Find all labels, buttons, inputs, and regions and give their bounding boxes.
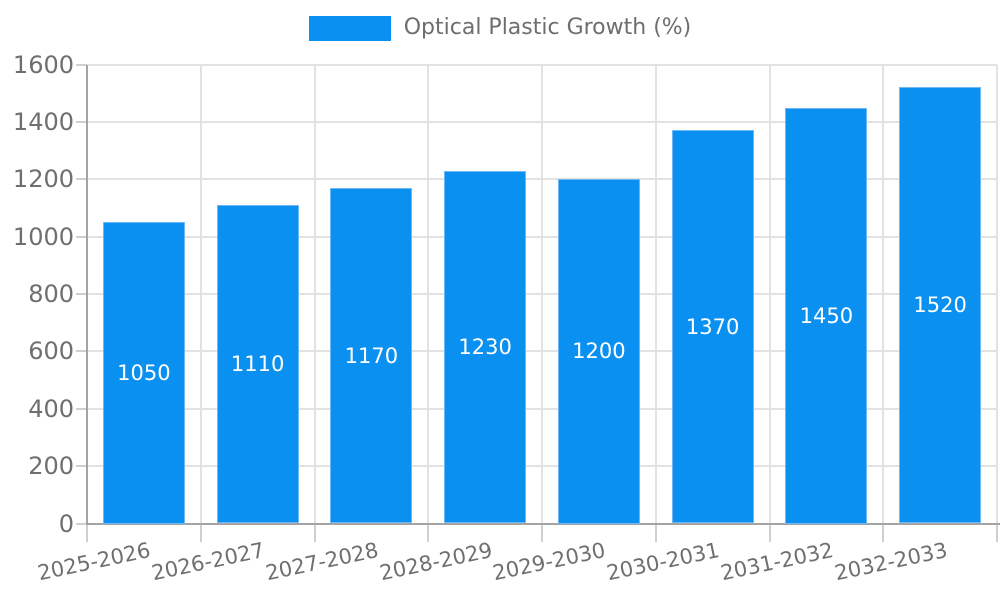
- x-axis-label: 2025-2026: [35, 538, 153, 586]
- x-axis-label: 2032-2033: [832, 538, 950, 586]
- y-tick: [76, 350, 87, 353]
- x-axis-label: 2031-2032: [718, 538, 836, 586]
- y-axis-label: 600: [28, 337, 74, 366]
- x-axis-label: 2028-2029: [377, 538, 495, 586]
- y-tick: [76, 120, 87, 123]
- bar[interactable]: [216, 205, 299, 524]
- bar[interactable]: [330, 187, 413, 524]
- legend-swatch: [308, 15, 391, 41]
- x-tick: [313, 523, 316, 542]
- y-tick: [76, 465, 87, 468]
- y-tick: [76, 293, 87, 295]
- x-gridline: [541, 64, 543, 524]
- x-tick: [86, 523, 88, 542]
- y-axis-label: 1600: [12, 50, 74, 79]
- bar[interactable]: [102, 222, 185, 524]
- x-gridline: [882, 64, 885, 524]
- bar-value-label: 1200: [572, 339, 626, 364]
- y-tick: [76, 235, 87, 238]
- x-axis-label: 2030-2031: [604, 538, 722, 586]
- bar[interactable]: [444, 170, 527, 524]
- y-tick: [76, 178, 87, 181]
- x-gridline: [996, 64, 998, 524]
- x-tick: [199, 523, 202, 542]
- bar-value-label: 1170: [344, 343, 399, 368]
- x-tick: [768, 523, 771, 542]
- y-axis-label: 200: [28, 452, 74, 481]
- bar-value-label: 1370: [685, 314, 740, 339]
- legend-item[interactable]: Optical Plastic Growth (%): [308, 15, 692, 41]
- x-gridline: [313, 64, 316, 524]
- y-axis-label: 800: [28, 280, 74, 308]
- bar[interactable]: [557, 179, 640, 524]
- x-tick: [427, 523, 430, 542]
- y-tick: [76, 522, 87, 525]
- x-gridline: [654, 64, 657, 524]
- bar-value-label: 1110: [230, 352, 285, 377]
- x-axis-label: 2029-2030: [490, 538, 608, 586]
- bar[interactable]: [671, 130, 754, 524]
- y-axis-label: 1000: [12, 222, 74, 251]
- x-axis-label: 2026-2027: [149, 538, 267, 586]
- bar[interactable]: [899, 87, 982, 524]
- y-axis-label: 0: [58, 509, 74, 538]
- bar-value-label: 1450: [799, 303, 854, 328]
- y-axis-line: [86, 64, 88, 525]
- x-axis-line: [86, 522, 1000, 525]
- x-tick: [541, 523, 543, 542]
- bar-value-label: 1230: [458, 335, 512, 360]
- bar[interactable]: [785, 107, 868, 524]
- x-gridline: [199, 64, 202, 524]
- bar-value-label: 1520: [913, 293, 967, 318]
- x-axis-label: 2027-2028: [263, 538, 381, 586]
- legend-label: Optical Plastic Growth (%): [403, 15, 692, 40]
- bar-value-label: 1050: [117, 360, 171, 385]
- x-tick: [996, 523, 998, 542]
- y-axis-label: 1200: [12, 165, 74, 194]
- x-tick: [882, 523, 885, 542]
- x-gridline: [768, 64, 771, 524]
- y-axis-label: 1400: [12, 107, 74, 136]
- x-gridline: [427, 64, 430, 524]
- legend: Optical Plastic Growth (%): [0, 15, 1000, 41]
- y-axis-label: 400: [28, 394, 74, 423]
- y-tick: [76, 63, 87, 66]
- x-tick: [654, 523, 657, 542]
- y-tick: [76, 407, 87, 410]
